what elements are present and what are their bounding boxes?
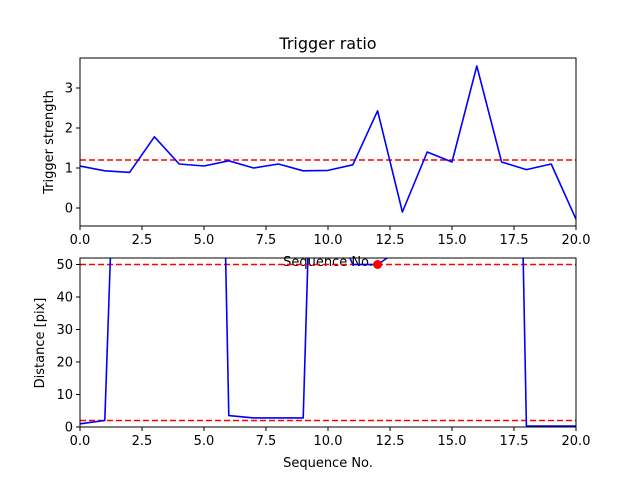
- y-tick-label: 0: [65, 421, 73, 436]
- plot-area: [80, 65, 576, 220]
- x-tick-label: 5.0: [194, 434, 215, 449]
- y-tick-label: 30: [56, 323, 73, 338]
- x-tick-label: 10.0: [314, 434, 343, 449]
- y-tick-label: 10: [56, 388, 73, 403]
- chart-title: Trigger ratio: [278, 34, 376, 53]
- data-point-marker: [373, 260, 383, 269]
- x-tick-label: 0.0: [70, 434, 91, 449]
- y-tick-label: 20: [56, 356, 73, 371]
- y-tick-label: 50: [56, 258, 73, 273]
- x-tick-label: 2.5: [132, 233, 153, 248]
- x-tick-label: 17.5: [500, 233, 529, 248]
- x-tick-label: 15.0: [438, 233, 467, 248]
- x-tick-label: 7.5: [256, 434, 277, 449]
- x-tick-label: 2.5: [132, 434, 153, 449]
- x-tick-label: 20.0: [562, 434, 591, 449]
- x-axis-label: Sequence No.: [283, 456, 373, 471]
- x-tick-label: 12.5: [376, 434, 405, 449]
- y-axis-label: Distance [pix]: [33, 298, 48, 389]
- y-tick-label: 40: [56, 291, 73, 306]
- series-line: [80, 258, 576, 427]
- x-tick-label: 20.0: [562, 233, 591, 248]
- chart-trigger-ratio: Trigger ratio Sequence No. Trigger stren…: [42, 34, 590, 270]
- y-axis-label: Trigger strength: [42, 90, 57, 195]
- plot-area: [80, 258, 576, 427]
- axes-frame: [79, 257, 577, 428]
- x-tick-label: 15.0: [438, 434, 467, 449]
- y-tick-label: 3: [65, 82, 73, 97]
- x-axis-label: Sequence No.: [283, 255, 373, 270]
- y-tick-label: 2: [65, 122, 73, 137]
- x-tick-label: 0.0: [70, 233, 91, 248]
- x-tick-label: 17.5: [500, 434, 529, 449]
- y-tick-label: 1: [65, 162, 73, 177]
- series-line: [80, 65, 576, 220]
- x-tick-label: 7.5: [256, 233, 277, 248]
- x-tick-label: 10.0: [314, 233, 343, 248]
- x-tick-label: 12.5: [376, 233, 405, 248]
- x-tick-label: 5.0: [194, 233, 215, 248]
- chart-distance: Sequence No. Distance [pix] 0.0 2.5 5.0 7.5…: [33, 257, 591, 471]
- axes-frame: [79, 57, 577, 227]
- y-tick-label: 0: [65, 202, 73, 217]
